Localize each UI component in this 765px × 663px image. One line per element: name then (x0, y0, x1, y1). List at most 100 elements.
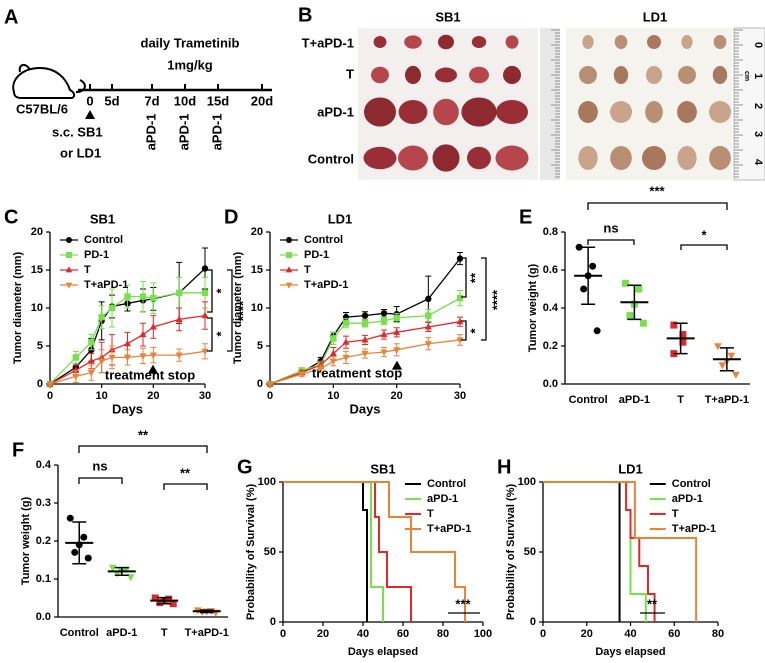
sd-bar (199, 609, 214, 614)
legend-marker (286, 237, 292, 243)
y-axis-label: Probability of Survival (%) (245, 484, 257, 621)
marker (149, 352, 157, 359)
panel-label: A (4, 6, 18, 28)
legend-label: PD-1 (304, 249, 329, 261)
bracket (207, 269, 213, 313)
marker (393, 314, 400, 322)
legend-label: aPD-1 (427, 493, 458, 505)
x-tick-label: 0 (267, 390, 273, 402)
annotation: *** (455, 596, 471, 611)
series-line (269, 258, 461, 385)
marker (108, 354, 116, 362)
legend-label: aPD-1 (672, 493, 703, 505)
marker (342, 354, 350, 362)
panel-label: E (519, 206, 532, 228)
series-line (269, 297, 461, 385)
dose: 1mg/kg (167, 57, 213, 72)
row-label: aPD-1 (317, 104, 354, 119)
x-tick-label: 60 (668, 628, 680, 640)
schematic: A C57BL/6 daily Trametinib 1mg/kg s.c. S… (4, 6, 272, 160)
marker (456, 337, 464, 344)
bracket (481, 257, 487, 341)
marker (124, 293, 131, 300)
marker (330, 335, 337, 342)
x-axis-label: Days elapsed (595, 646, 665, 658)
y-tick-label: 10 (31, 302, 43, 314)
marker (718, 362, 727, 370)
x-tick-label: 30 (199, 390, 211, 402)
panel-label: C (4, 206, 18, 228)
legend-label: T+aPD-1 (427, 523, 471, 535)
marker (46, 381, 54, 388)
tumor-photo: B SB1 LD1 T+aPD-1 T aPD-1 Control 0 1 cm… (298, 4, 765, 181)
chart-title: SB1 (370, 461, 395, 476)
marker (108, 564, 117, 572)
tumor (709, 101, 731, 123)
marker (80, 533, 88, 541)
legend-label: Control (304, 234, 343, 246)
x-tick-label: Control (60, 627, 99, 639)
x-tick-label: T (677, 394, 684, 406)
timepoint: 15d (207, 93, 229, 108)
x-axis-label: Days elapsed (348, 646, 418, 658)
legend-label: T (427, 508, 434, 520)
bracket (680, 244, 728, 250)
legend-marker (286, 252, 292, 258)
legend-label: T+aPD-1 (672, 523, 716, 535)
bracket (461, 320, 467, 341)
sd-bar (581, 246, 596, 305)
panel-label: G (237, 456, 253, 478)
marker (425, 312, 432, 319)
tumor (579, 66, 597, 84)
tumor (467, 146, 491, 170)
marker (139, 293, 147, 300)
marker (380, 310, 388, 317)
y-tick-label: 0.0 (36, 611, 51, 623)
tumor (471, 36, 487, 48)
ruler-label: 0 (752, 42, 764, 48)
annotation: ** (647, 596, 658, 611)
y-tick-label: 0.8 (543, 226, 558, 238)
y-tick-label: 20 (251, 226, 263, 238)
timepoint: 7d (144, 93, 159, 108)
legend-label: T (672, 508, 679, 520)
x-tick-label: 60 (397, 628, 409, 640)
tumor (363, 146, 397, 170)
y-tick-label: 0.3 (36, 497, 51, 509)
y-axis-label: Tumor diameter (mm) (12, 252, 24, 365)
x-tick-label: 0 (540, 628, 546, 640)
marker (84, 554, 92, 562)
x-tick-label: 10 (327, 390, 339, 402)
marker (626, 312, 634, 320)
photo-title: LD1 (643, 9, 668, 24)
legend-label: T+aPD-1 (84, 279, 128, 291)
x-tick-label: 40 (357, 628, 369, 640)
marker (425, 295, 432, 303)
x-tick-label: 20 (391, 390, 403, 402)
marker (126, 574, 135, 582)
injection: s.c. SB1 (52, 124, 103, 139)
panel-label: H (497, 456, 511, 478)
marker (165, 595, 173, 603)
y-axis-label: Tumor weight (g) (527, 263, 539, 352)
tumor (582, 35, 594, 49)
x-tick-label: 20 (581, 628, 593, 640)
mouse-icon (12, 64, 86, 99)
tumor (371, 66, 389, 84)
ruler-label: 1 (752, 73, 764, 79)
marker (72, 373, 80, 381)
axis (564, 232, 750, 385)
marker (575, 243, 583, 251)
x-tick-label: T (161, 627, 168, 639)
ruler (733, 27, 765, 181)
marker (317, 366, 325, 373)
bracket (163, 483, 208, 490)
injection-arrow (85, 110, 95, 119)
marker (580, 285, 588, 293)
marker (589, 262, 597, 270)
marker (88, 339, 95, 346)
marker (149, 323, 157, 330)
tumor (435, 67, 457, 83)
y-tick-label: 0 (37, 378, 43, 390)
marker (123, 339, 132, 347)
